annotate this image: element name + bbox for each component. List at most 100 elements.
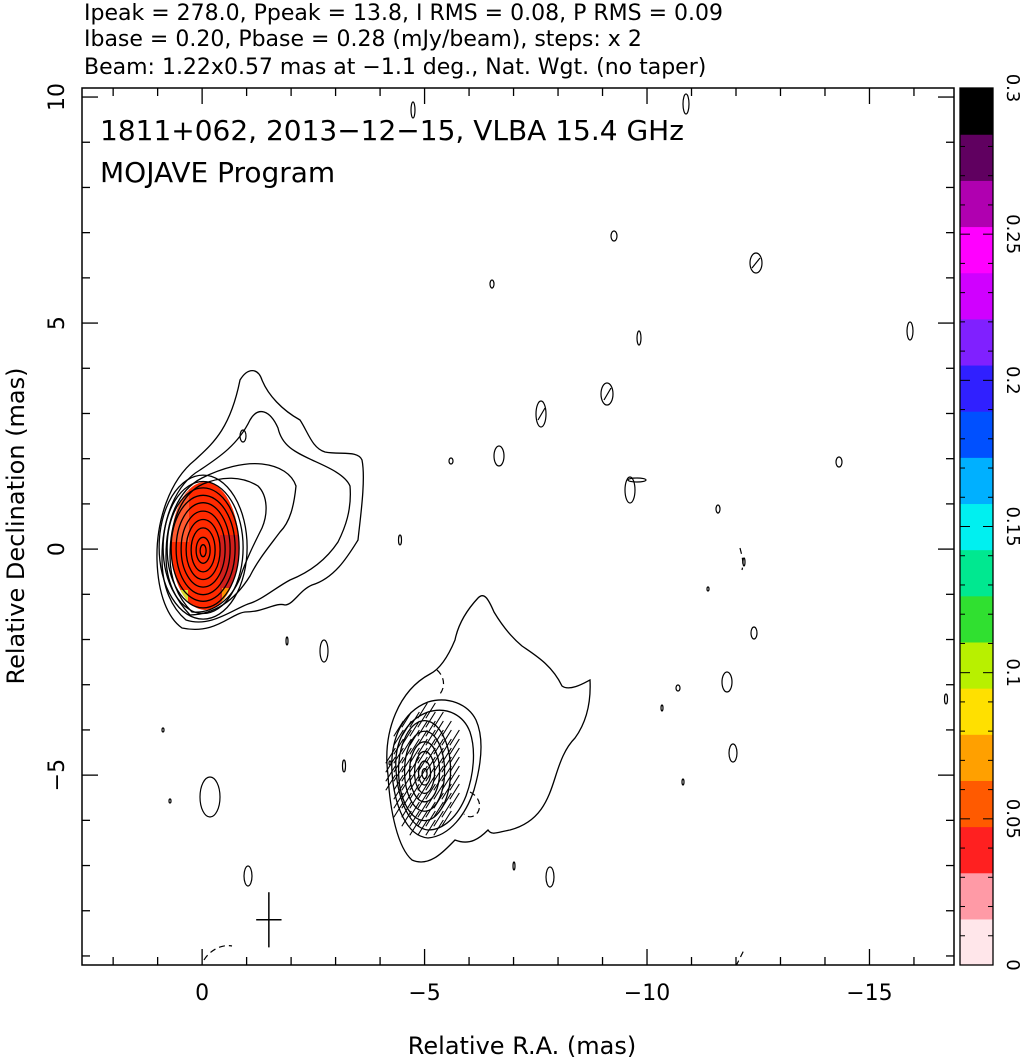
- x-tick-labels: 0 −5 −10 −15: [195, 981, 893, 1006]
- axis-ticks: [82, 88, 954, 965]
- polarization-vector-67: [433, 711, 444, 728]
- polarization-vector-32: [409, 765, 420, 782]
- noise-contour-35: [627, 477, 647, 483]
- polarization-vector-7: [393, 747, 404, 764]
- polarization-vector-55: [425, 720, 436, 737]
- noise-vector-1: [603, 387, 612, 401]
- polarization-vector-6: [393, 738, 404, 755]
- polarization-vector-66: [425, 819, 436, 836]
- polarization-vector-95: [449, 765, 460, 782]
- noise-contours: [161, 93, 949, 888]
- colorbar-tick-label: 0.15: [1002, 506, 1022, 546]
- header-line-2: Ibase = 0.20, Pbase = 0.28 (mJy/beam), s…: [84, 27, 642, 52]
- polarization-vector-9: [393, 765, 404, 782]
- colorbar-band-10: [960, 457, 993, 505]
- noise-contour-9: [493, 445, 505, 467]
- colorbar-band-8: [960, 549, 993, 597]
- polarization-vector-75: [433, 783, 444, 800]
- core-inner-contours: [158, 474, 248, 620]
- polarization-vector-10: [393, 774, 404, 791]
- x-tick-label: 0: [195, 981, 209, 1006]
- colorbar-band-11: [960, 411, 993, 458]
- colorbar-tick-label: 0.2: [1002, 366, 1022, 395]
- polarization-vector-46: [417, 765, 428, 782]
- noise-contour-33: [388, 760, 392, 766]
- polarization-vector-47: [417, 774, 428, 791]
- colorbar-band-3: [960, 780, 993, 828]
- colorbar-ticks: 0 0.05 0.1 0.15 0.2 0.25 0.3: [960, 74, 1022, 971]
- noise-contour-4: [749, 252, 763, 274]
- polarization-vector-57: [425, 738, 436, 755]
- colorbar-tick-label: 0.05: [1002, 799, 1022, 839]
- beam-marker: [256, 892, 282, 948]
- polarization-vector-77: [433, 801, 444, 818]
- colorbar-band-0: [960, 918, 993, 966]
- polarization-vector-27: [409, 720, 420, 737]
- y-tick-label: −5: [45, 759, 70, 791]
- colorbar-tick-label: 0.25: [1002, 214, 1022, 254]
- polarization-vector-58: [425, 747, 436, 764]
- polarization-vector-56: [425, 729, 436, 746]
- polarization-vector-84: [441, 756, 452, 773]
- polarization-vector-14: [401, 711, 412, 728]
- polarization-vector-18: [401, 747, 412, 764]
- header-line-1: Ipeak = 278.0, Ppeak = 13.8, I RMS = 0.0…: [84, 1, 723, 26]
- core-outer-contours: [156, 369, 364, 631]
- polarization-vector-21: [401, 774, 412, 791]
- polarization-vector-65: [425, 810, 436, 827]
- core-contour-level-2: [162, 480, 244, 615]
- y-tick-label: 5: [45, 316, 70, 330]
- noise-vector-0: [751, 257, 761, 269]
- polarization-vector-5: [393, 729, 404, 746]
- x-tick-label: −5: [408, 981, 440, 1006]
- polarization-vector-89: [441, 801, 452, 818]
- polarization-vector-97: [449, 783, 460, 800]
- source-annotation-line-2: MOJAVE Program: [100, 156, 335, 189]
- polarization-vector-88: [441, 792, 452, 809]
- core-contour-level-4: [170, 494, 236, 602]
- polarization-vector-39: [417, 702, 428, 719]
- noise-contour-7: [600, 382, 614, 406]
- noise-contour-15: [397, 534, 403, 546]
- noise-contour-17: [319, 639, 329, 663]
- core-contour-level-5: [175, 502, 231, 596]
- polarization-vector-50: [417, 801, 428, 818]
- core-contour-level-7: [185, 518, 221, 581]
- noise-contour-3: [489, 279, 495, 289]
- colorbar-band-13: [960, 318, 993, 366]
- polarization-vector-28: [409, 729, 420, 746]
- polarization-vector-44: [417, 747, 428, 764]
- polarization-vector-45: [417, 756, 428, 773]
- noise-contour-14: [715, 504, 721, 514]
- colorbar-band-17: [960, 134, 993, 181]
- source-annotation-line-1: 1811+062, 2013−12−15, VLBA 15.4 GHz: [100, 114, 684, 147]
- noise-contour-13: [624, 476, 636, 504]
- x-tick-label: −15: [846, 981, 892, 1006]
- core-contour-level-3: [166, 487, 240, 609]
- noise-contour-21: [728, 743, 738, 763]
- polarization-vector-94: [449, 756, 460, 773]
- colorbar-tick-label: 0.1: [1002, 658, 1022, 687]
- polarization-vector-96: [449, 774, 460, 791]
- noise-contour-34: [742, 557, 746, 567]
- noise-contour-31: [706, 586, 710, 592]
- colorbar-tick-label: 0.3: [1002, 74, 1022, 103]
- y-axis-label: Relative Declination (mas): [2, 367, 30, 684]
- colorbar-band-12: [960, 364, 993, 412]
- jet-contour-level-2: [403, 730, 446, 812]
- polarization-vector-16: [401, 729, 412, 746]
- polarization-vector-80: [441, 720, 452, 737]
- jet-contour-3: [395, 709, 475, 831]
- colorbar-band-15: [960, 226, 993, 274]
- polarization-vector-62: [425, 783, 436, 800]
- colorbar-band-4: [960, 734, 993, 781]
- polarization-vector-98: [449, 792, 460, 809]
- core-contour-level-10: [199, 544, 207, 558]
- polarization-vector-26: [409, 711, 420, 728]
- polarization-vector-3: [385, 774, 396, 791]
- core-contour-4: [169, 477, 267, 613]
- polarization-vector-40: [417, 711, 428, 728]
- polarization-vector-92: [449, 738, 460, 755]
- noise-contour-20: [675, 684, 681, 692]
